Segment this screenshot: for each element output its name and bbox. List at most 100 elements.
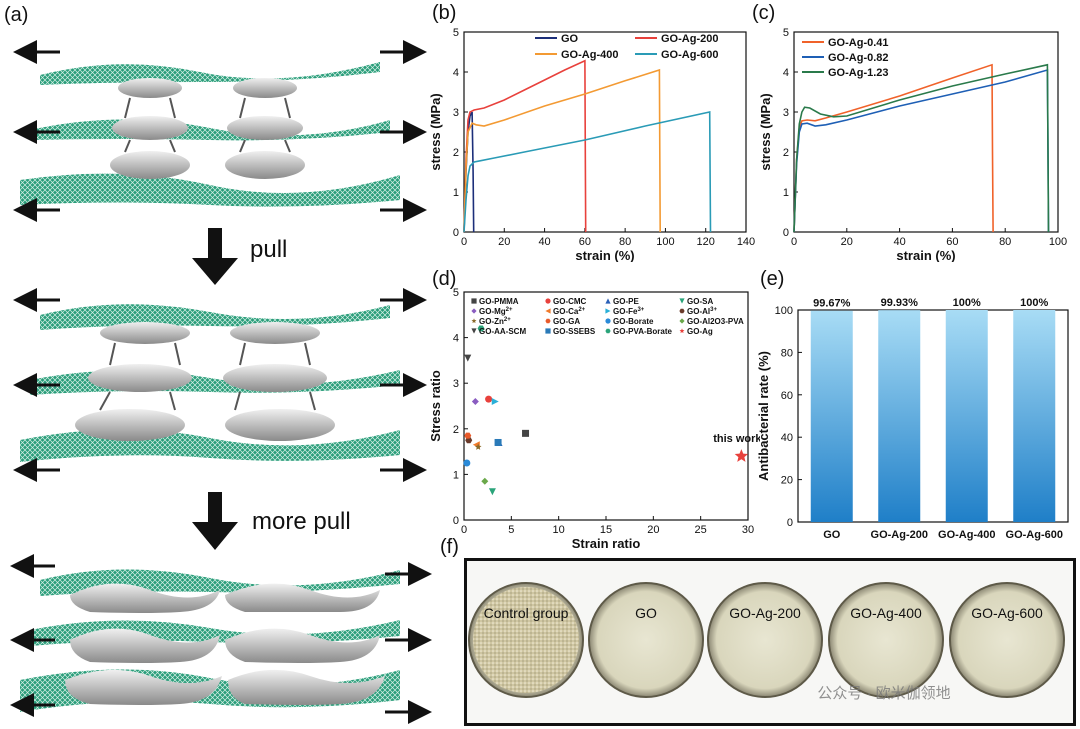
y-tick-label: 0 <box>783 227 789 239</box>
bar-value-label: 100% <box>1020 297 1048 309</box>
x-tick-label: 100 <box>656 236 674 248</box>
x-tick-label: 140 <box>737 236 755 248</box>
data-point-go-pmma <box>522 429 530 437</box>
bar-go-ag-600 <box>1013 310 1056 522</box>
y-tick-label: 3 <box>453 378 459 390</box>
panel-label-a: (a) <box>4 4 29 26</box>
legend-label: GO-Al3+ <box>687 307 717 316</box>
more-pull-label: more pull <box>252 508 351 535</box>
legend-marker <box>471 318 477 324</box>
arrows-stage-3 <box>10 554 432 724</box>
petri-dish <box>828 582 944 698</box>
y-tick-label: 100 <box>775 305 793 317</box>
x-tick-label: 60 <box>579 236 591 248</box>
legend-label: GO-SA <box>687 297 713 306</box>
panel-label-c: (c) <box>752 2 776 24</box>
y-tick-label: 3 <box>453 107 459 119</box>
bar-go <box>810 310 853 522</box>
dish-label: GO-Ag-600 <box>971 605 1043 621</box>
legend-marker <box>471 328 477 334</box>
petri-dish <box>707 582 823 698</box>
dish-label: GO <box>635 605 657 621</box>
x-tick-label: 5 <box>508 524 514 536</box>
x-tick-label: 60 <box>946 236 958 248</box>
x-tick-label: 100 <box>1049 236 1067 248</box>
x-tick-label: 40 <box>893 236 905 248</box>
x-axis-title: strain (%) <box>575 248 634 262</box>
x-tick-label: 20 <box>647 524 659 536</box>
legend-marker <box>679 318 685 324</box>
data-point-go-fe3+ <box>491 397 499 405</box>
y-tick-label: 5 <box>453 27 459 39</box>
series-line-go-ag-400 <box>463 68 661 233</box>
x-tick-label: 80 <box>619 236 631 248</box>
x-category-label: GO-Ag-600 <box>1006 529 1063 541</box>
legend-label: GO-Borate <box>613 317 654 326</box>
x-tick-label: 30 <box>742 524 754 536</box>
plot-frame <box>793 31 1059 233</box>
y-axis-title: stress (MPa) <box>760 93 773 170</box>
legend-label: GO-PVA-Borate <box>613 327 673 336</box>
y-tick-label: 4 <box>453 67 459 79</box>
series-line-go-ag-600 <box>463 111 712 233</box>
y-tick-label: 0 <box>787 517 793 529</box>
y-tick-label: 0 <box>453 227 459 239</box>
bar-go-ag-200 <box>878 310 921 522</box>
y-tick-label: 2 <box>783 147 789 159</box>
y-tick-label: 2 <box>453 147 459 159</box>
data-point-go-aa-scm <box>464 354 472 362</box>
schematic-layered-structure <box>10 40 432 724</box>
x-tick-label: 120 <box>697 236 715 248</box>
y-axis-title: Stress ratio <box>430 370 443 442</box>
legend-label: GO-Ag <box>687 327 713 336</box>
x-category-label: GO-Ag-200 <box>871 529 928 541</box>
petri-dish <box>588 582 704 698</box>
series-line-go-ag-0.41 <box>793 63 994 233</box>
x-category-label: GO <box>823 529 841 541</box>
legend-label: GO-Fe3+ <box>613 307 645 316</box>
legend-label: GO-Ag-0.41 <box>828 37 889 49</box>
data-point-go-cmc <box>485 395 493 403</box>
panel-label-f: (f) <box>440 536 459 558</box>
legend-label: GO-Al2O3-PVA <box>687 317 744 326</box>
data-point-go-ag <box>734 449 749 462</box>
x-tick-label: 40 <box>538 236 550 248</box>
petri-dish <box>949 582 1065 698</box>
y-axis-title: stress (MPa) <box>430 93 443 170</box>
petri-dish-photo: Control group GO GO-Ag-200 GO-Ag-400 GO-Ag-6… <box>464 558 1076 726</box>
down-arrow-2 <box>192 492 238 550</box>
stage-more-pull <box>20 569 400 712</box>
y-tick-label: 5 <box>453 288 459 299</box>
dish-label: GO-Ag-400 <box>850 605 922 621</box>
panel-label-b: (b) <box>432 2 457 24</box>
y-tick-label: 1 <box>783 187 789 199</box>
stress-strain-chart-c: 0 20 40 60 80 100 0 1 2 3 4 5 strain (%) stress (MPa)… <box>760 27 1067 262</box>
legend-marker <box>545 318 551 324</box>
y-tick-label: 1 <box>453 469 459 481</box>
arrows-stage-1 <box>13 40 427 222</box>
y-tick-label: 5 <box>783 27 789 39</box>
antibacterial-bar-chart-e: 0 20 40 60 80 100 Antibacterial rate (%) 99.67%… <box>756 297 1069 541</box>
legend-label: GO-PMMA <box>479 297 519 306</box>
series-line-go-ag-200 <box>463 59 587 233</box>
plot-frame <box>797 309 1069 523</box>
legend-label: GO-AA-SCM <box>479 327 526 336</box>
legend-label: GO-CMC <box>553 297 587 306</box>
legend-marker <box>605 298 611 304</box>
data-point-go-ga <box>464 432 472 439</box>
legend-marker <box>605 308 611 314</box>
y-tick-label: 0 <box>453 515 459 527</box>
bar-go-ag-400 <box>945 310 988 522</box>
down-arrow-1 <box>192 228 238 285</box>
data-point-go-sa <box>488 488 496 496</box>
legend-label: GO-Zn2+ <box>479 317 511 326</box>
y-tick-label: 60 <box>781 390 793 402</box>
bar-value-label: 99.93% <box>881 297 919 309</box>
x-tick-label: 0 <box>461 236 467 248</box>
bar-value-label: 99.67% <box>813 298 851 310</box>
legend-label: GO-Mg2+ <box>479 307 513 316</box>
data-point-go-pva-borate <box>477 325 485 332</box>
x-tick-label: 25 <box>695 524 707 536</box>
y-tick-label: 80 <box>781 347 793 359</box>
legend-marker <box>605 328 611 334</box>
